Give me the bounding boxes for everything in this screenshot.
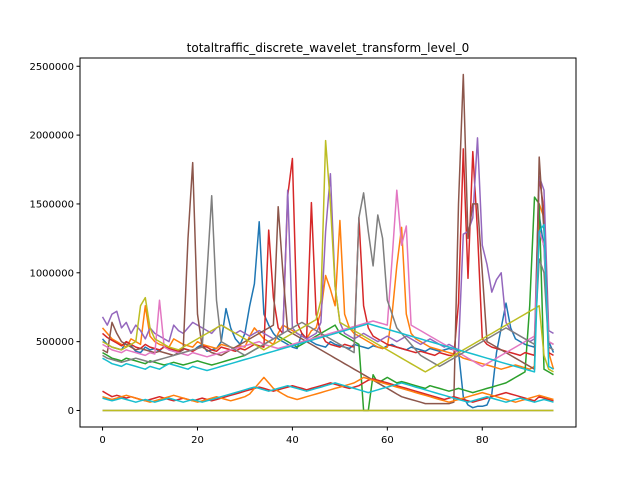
y-tick-label: 0 bbox=[68, 406, 74, 417]
x-tick-label: 80 bbox=[476, 435, 489, 446]
x-tick-label: 40 bbox=[286, 435, 299, 446]
x-tick-label: 60 bbox=[381, 435, 394, 446]
plot-area bbox=[101, 73, 555, 412]
chart-title: totaltraffic_discrete_wavelet_transform_… bbox=[187, 41, 470, 55]
series-line-1 bbox=[101, 203, 555, 370]
x-tick-label: 0 bbox=[99, 435, 105, 446]
series-line-8 bbox=[102, 139, 554, 373]
series-line-6 bbox=[102, 189, 554, 368]
y-tick-label: 2500000 bbox=[29, 62, 74, 73]
plot-frame bbox=[79, 57, 577, 428]
y-axis: 0 500000 1000000 1500000 2000000 2500000 bbox=[29, 62, 80, 417]
series-line-0 bbox=[101, 214, 555, 409]
series-line-7 bbox=[102, 192, 554, 368]
series-line-2 bbox=[102, 196, 554, 412]
y-tick-label: 1500000 bbox=[29, 199, 74, 210]
series-line-11 bbox=[102, 376, 554, 403]
series-line-4 bbox=[101, 137, 554, 351]
y-tick-label: 2000000 bbox=[29, 131, 74, 142]
y-tick-label: 500000 bbox=[36, 337, 74, 348]
y-tick-label: 1000000 bbox=[29, 268, 74, 279]
x-tick-label: 20 bbox=[191, 435, 204, 446]
series-line-12 bbox=[102, 382, 554, 403]
series-line-5 bbox=[102, 73, 554, 405]
x-axis: 0 20 40 60 80 bbox=[99, 427, 489, 446]
series-line-9 bbox=[102, 223, 554, 373]
series-line-3 bbox=[102, 148, 554, 357]
series-line-10 bbox=[102, 378, 554, 403]
